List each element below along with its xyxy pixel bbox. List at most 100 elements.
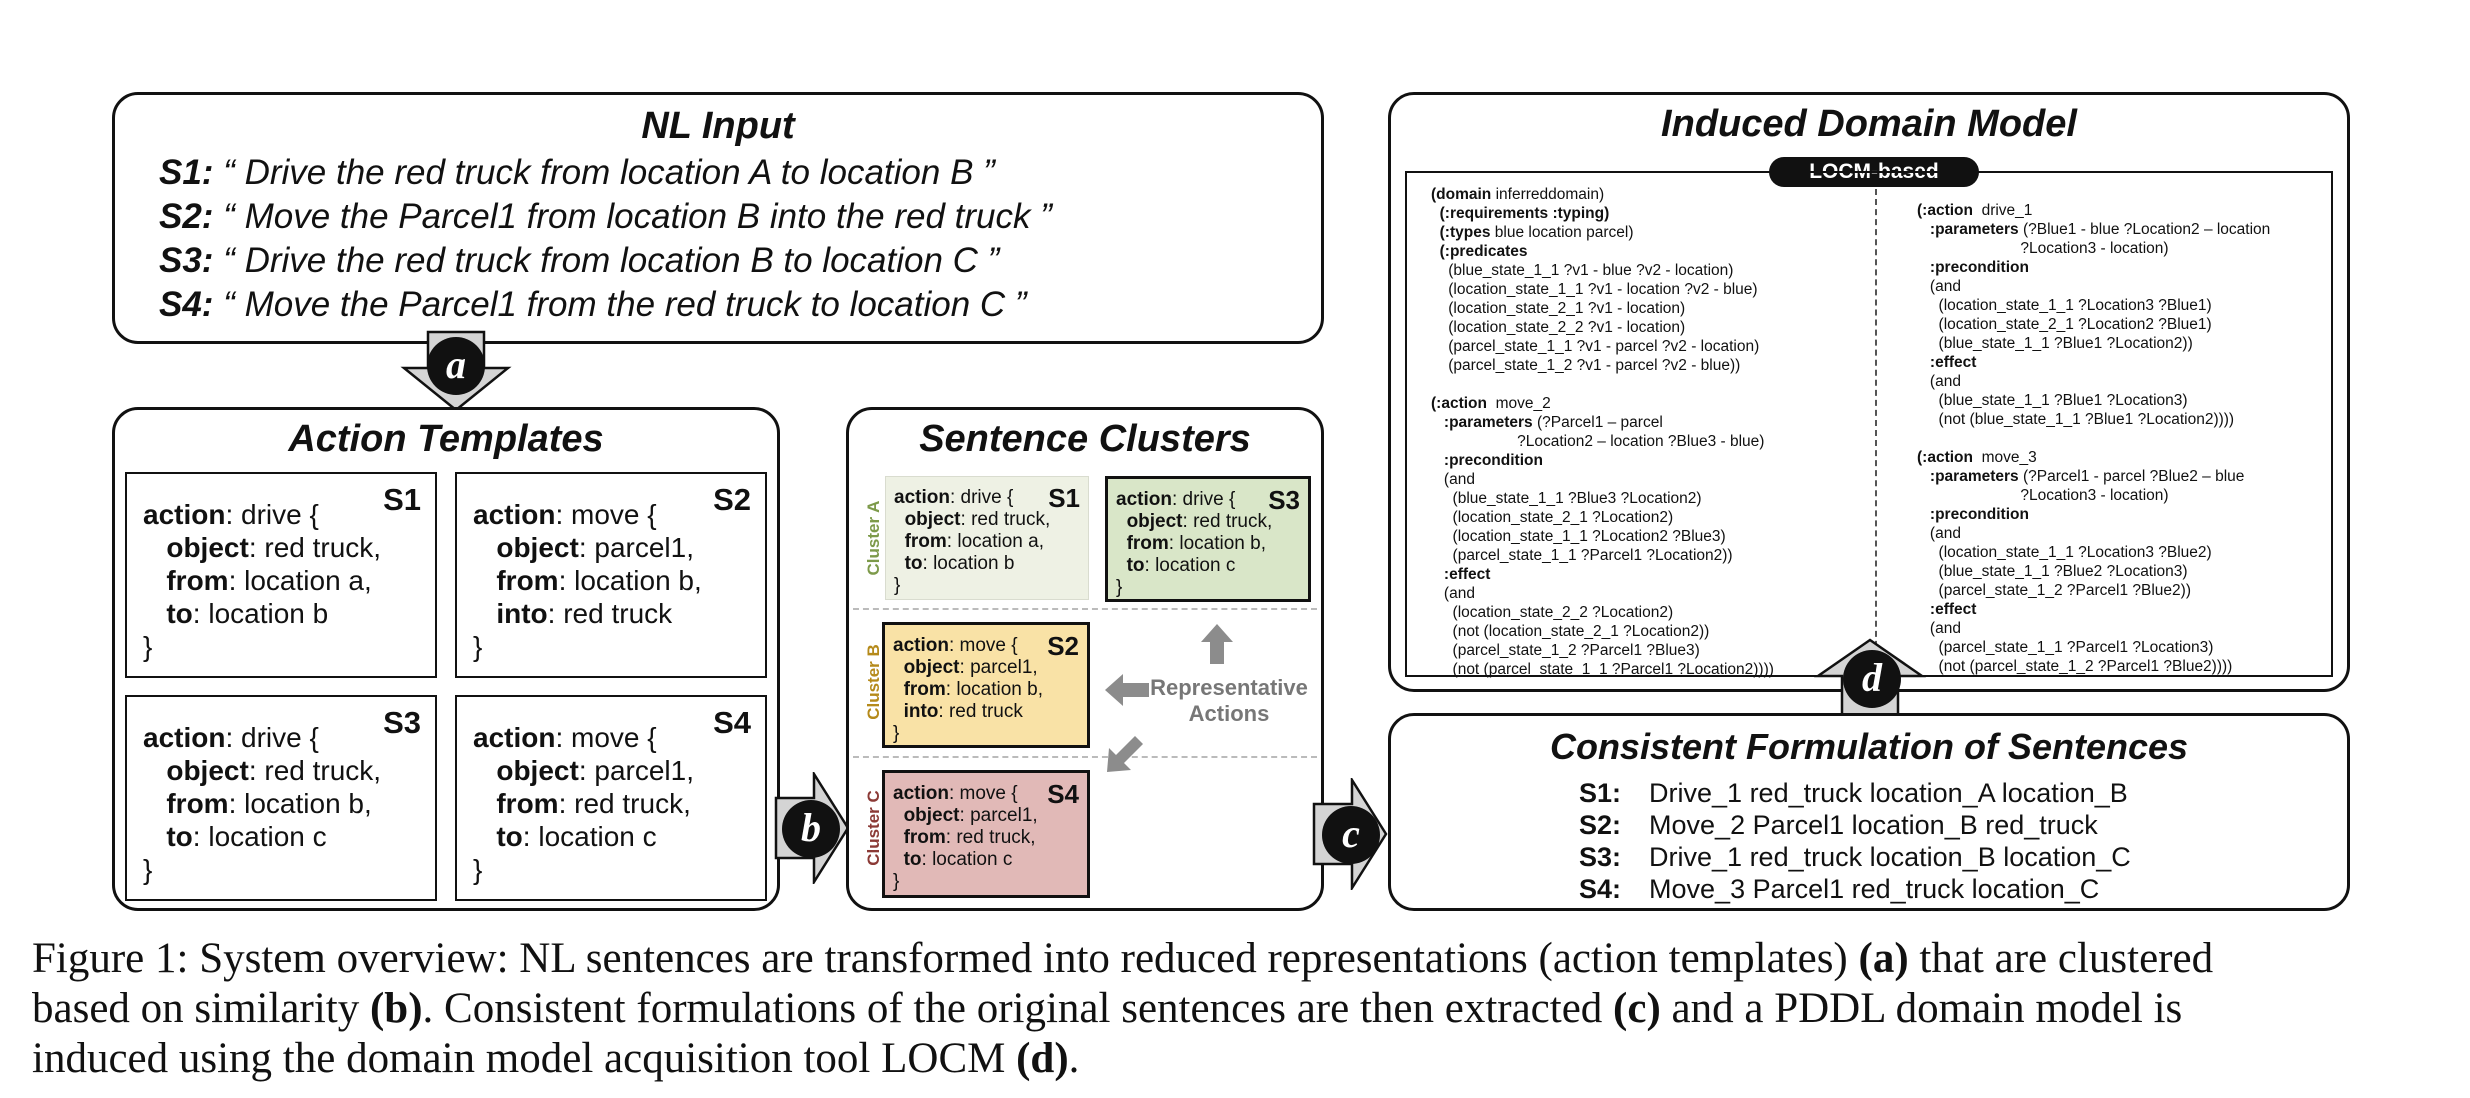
pddl-line: (location_state_2_1 ?Location2 ?Blue1) [1917,316,2212,333]
formulation-row-s3: S3: Drive_1 red_truck location_B location… [1579,842,2131,872]
pddl-line: (and [1431,585,1475,602]
pddl-line: :parameters (?Blue1 - blue ?Location2 – … [1929,221,2271,238]
sentence-clusters-title: Sentence Clusters [919,418,1251,460]
cluster-a-s3-representative: S3 action: drive { object: red truck, fr… [1105,476,1311,602]
badge-a: a [427,337,485,395]
pddl-line [1431,375,1774,394]
pddl-line: (:action move_2 [1431,395,1551,412]
pddl-line: (parcel_state_1_2 ?Parcel1 ?Blue2)) [1917,582,2191,599]
pddl-line: (parcel_state_1_1 ?v1 - parcel ?v2 - loc… [1431,338,1760,355]
rep-arrow-up-icon [1201,624,1233,664]
pddl-line: (location_state_1_1 ?Location2 ?Blue3) [1431,528,1726,545]
nl-line-s2: S2: “ Move the Parcel1 from location B i… [159,197,1052,236]
caption-line-2: based on similarity (b). Consistent form… [32,985,2183,1032]
formulation-row-s2: S2: Move_2 Parcel1 location_B red_truck [1579,810,2098,840]
pddl-line: (blue_state_1_1 ?Blue1 ?Location3) [1917,392,2188,409]
cluster-divider-2 [853,756,1317,758]
pddl-line: ?Location3 - location) [1917,487,2169,504]
consistent-formulation-panel: Consistent Formulation of Sentences S1: D… [1388,713,2350,911]
cluster-c-s4: S4 action: move { object: parcel1, from:… [882,770,1090,898]
pddl-line: (location_state_2_2 ?Location2) [1431,604,1674,621]
pddl-line: (blue_state_1_1 ?Blue3 ?Location2) [1431,490,1702,507]
nl-input-title: NL Input [641,105,795,147]
template-s2-id: S2 [713,482,751,517]
pddl-line: :precondition [1443,452,1543,469]
pddl-line: (and [1917,278,1961,295]
consistent-formulation-title: Consistent Formulation of Sentences [1549,726,2189,767]
badge-d: d [1843,650,1901,708]
pddl-line: (not (location_state_2_1 ?Location2)) [1431,623,1710,640]
pddl-line: (domain inferreddomain) [1431,186,1605,203]
pddl-line: :effect [1443,566,1491,583]
pddl-line: (location_state_2_2 ?v1 - location) [1431,319,1686,336]
induced-domain-title: Induced Domain Model [1661,103,2077,145]
pddl-line: (parcel_state_1_1 ?Parcel1 ?Location2)) [1431,547,1733,564]
rep-arrow-left-icon [1105,674,1149,706]
cluster-divider-1 [853,608,1317,610]
pddl-line: (:predicates [1439,243,1528,260]
cluster-b-label: Cluster B [864,644,883,720]
pddl-line: (and [1431,471,1475,488]
template-s4-id: S4 [713,705,751,740]
formulation-row-s1: S1: Drive_1 red_truck location_A location… [1579,778,2128,808]
template-s3: S3 action: drive { object: red truck, fr… [125,695,437,901]
pddl-line: (location_state_2_1 ?v1 - location) [1431,300,1686,317]
pddl-line: (:types blue location parcel) [1439,224,1634,241]
cluster-b-s2: S2 action: move { object: parcel1, from:… [882,622,1090,748]
cluster-a-s1: S1 action: drive { object: red truck, fr… [885,476,1089,600]
pddl-line: (parcel_state_1_1 ?Parcel1 ?Location3) [1917,639,2214,656]
rep-arrow-downleft-icon [1107,736,1143,772]
action-templates-panel: Action Templates S1 action: drive { obje… [112,407,780,911]
pddl-line: :parameters (?Parcel1 - parcel ?Blue2 – … [1929,468,2245,485]
nl-line-s4: S4: “ Move the Parcel1 from the red truc… [159,285,1027,324]
nl-input-panel: NL Input S1: “ Drive the red truck from … [112,92,1324,344]
pddl-line: (blue_state_1_1 ?Blue1 ?Location2)) [1917,335,2193,352]
template-s4: S4 action: move { object: parcel1, from:… [455,695,767,901]
pddl-line: ?Location3 - location) [1917,240,2169,257]
pddl-line: (:action drive_1 [1917,202,2033,219]
pddl-line: (and [1917,620,1961,637]
caption-line-3: induced using the domain model acquisiti… [32,1035,1080,1082]
pddl-line: (:action move_3 [1917,449,2037,466]
badge-b: b [782,800,840,858]
pddl-line: (not (parcel_state_1_2 ?Parcel1 ?Blue2))… [1917,658,2233,675]
representative-actions-label: Representative Actions [1150,675,1308,726]
pddl-column-divider [1875,189,1877,677]
template-s3-id: S3 [383,705,421,740]
sentence-clusters-panel: Sentence Clusters Cluster A Cluster B Cl… [846,407,1324,911]
badge-c: c [1322,806,1380,864]
pddl-line: (location_state_1_1 ?Location3 ?Blue2) [1917,544,2212,561]
figure-caption: Figure 1: System overview: NL sentences … [32,934,2452,1084]
cluster-c-label: Cluster C [864,790,883,866]
pddl-line: (and [1917,525,1961,542]
formulation-row-s4: S4: Move_3 Parcel1 red_truck location_C [1579,874,2100,904]
pddl-line: (blue_state_1_1 ?v1 - blue ?v2 - locatio… [1431,262,1734,279]
cluster-a-label: Cluster A [864,500,883,576]
pddl-line: (location_state_2_1 ?Location2) [1431,509,1674,526]
pddl-line [1917,429,2270,448]
pddl-line: :effect [1929,354,1977,371]
pddl-line: :parameters (?Parcel1 – parcel [1443,414,1663,431]
template-s1-id: S1 [383,482,421,517]
nl-line-s1: S1: “ Drive the red truck from location … [159,153,995,192]
caption-line-1: Figure 1: System overview: NL sentences … [32,935,2214,982]
pddl-line: (not (parcel_state_1_1 ?Parcel1 ?Locatio… [1431,661,1774,678]
pddl-line: (and [1917,373,1961,390]
pddl-line: (parcel_state_1_2 ?Parcel1 ?Blue3) [1431,642,1700,659]
template-s2: S2 action: move { object: parcel1, from:… [455,472,767,678]
template-s1: S1 action: drive { object: red truck, fr… [125,472,437,678]
nl-line-s3: S3: “ Drive the red truck from location … [159,241,1000,280]
pddl-line: (not (blue_state_1_1 ?Blue1 ?Location2))… [1917,411,2235,428]
pddl-line: :effect [1929,601,1977,618]
pddl-line: (blue_state_1_1 ?Blue2 ?Location3) [1917,563,2188,580]
pddl-right-column: (:action drive_1 :parameters (?Blue1 - b… [1917,201,2270,676]
pddl-line: (:requirements :typing) [1439,205,1610,222]
pddl-left-column: (domain inferreddomain) (:requirements :… [1431,185,1774,679]
action-templates-title: Action Templates [288,418,604,460]
pddl-line: (location_state_1_1 ?Location3 ?Blue1) [1917,297,2212,314]
pddl-line: (parcel_state_1_2 ?v1 - parcel ?v2 - blu… [1431,357,1741,374]
pddl-line: :precondition [1929,506,2029,523]
pddl-line: (location_state_1_1 ?v1 - location ?v2 -… [1431,281,1758,298]
induced-domain-panel: Induced Domain Model LOCM-based (domain … [1388,92,2350,692]
pddl-line: :precondition [1929,259,2029,276]
